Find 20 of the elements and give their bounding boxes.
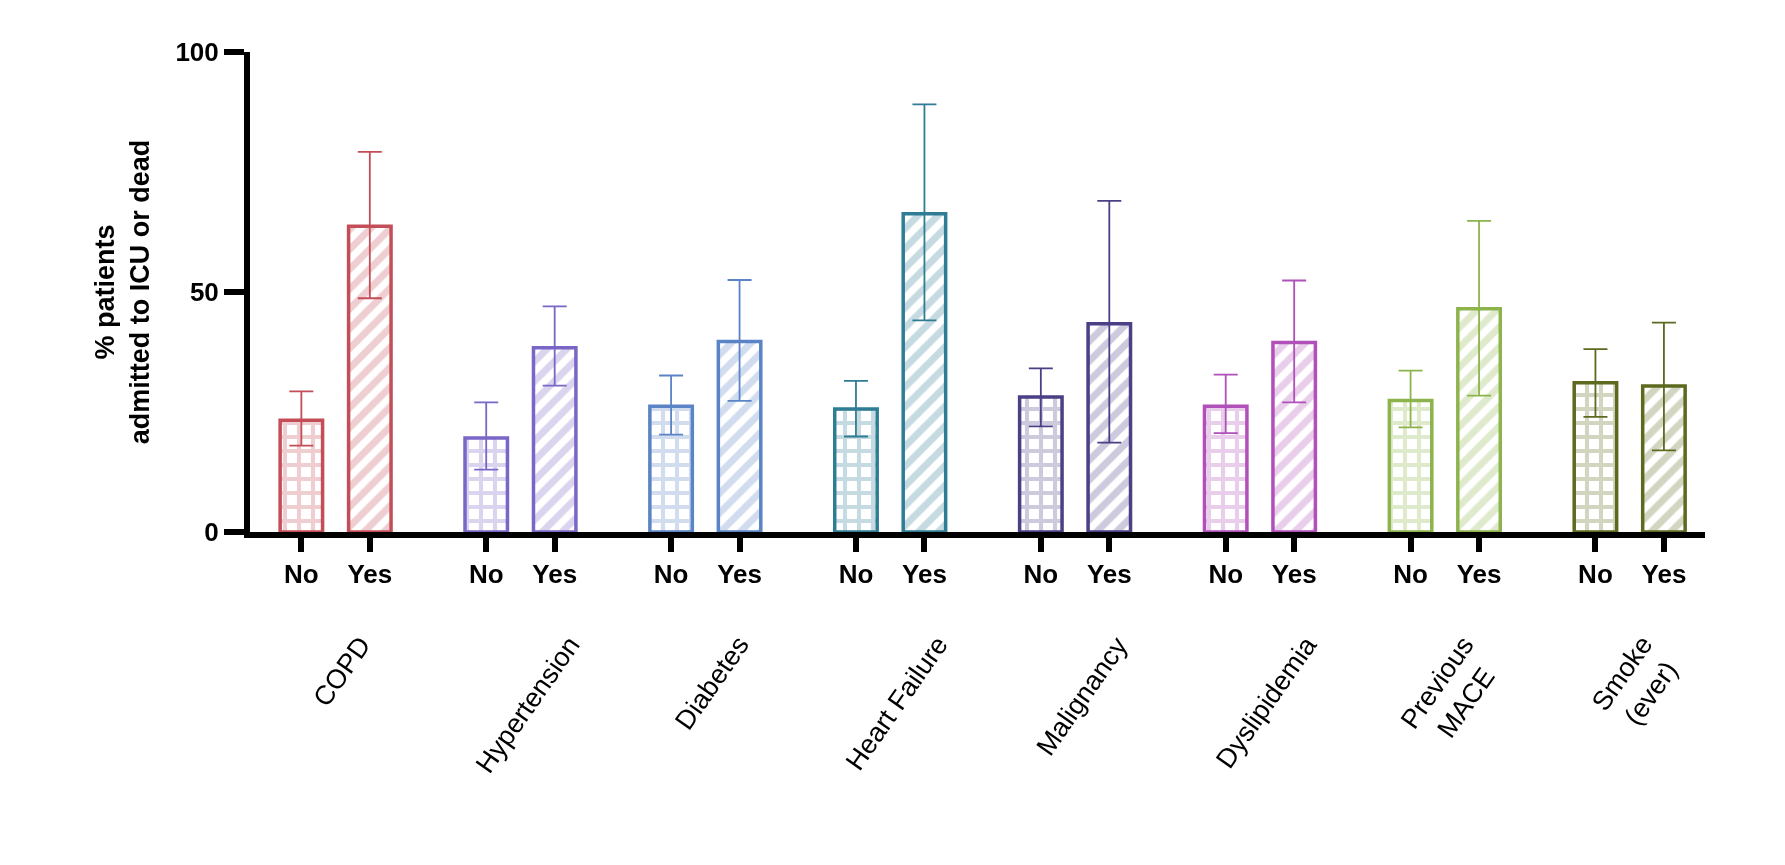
x-tick-label: Yes [532,559,578,590]
y-axis-title: % patients admitted to ICU or dead [89,139,155,445]
x-tick-label: Yes [717,559,762,590]
x-tick-label: Yes [1641,559,1687,590]
x-tick-label: No [838,559,874,590]
x-tick-label: No [1393,559,1428,590]
x-tick-label: No [468,559,504,590]
x-tick-label: Yes [1271,559,1317,590]
x-tick-label: No [284,559,319,590]
x-tick-label: No [653,559,689,590]
x-tick-label: No [1208,559,1244,590]
x-tick-label: Yes [1086,559,1132,590]
x-tick-label: No [1578,559,1613,590]
y-tick-label: 0 [204,517,219,548]
x-tick-label: Yes [902,559,947,590]
x-tick-label: Yes [1456,559,1502,590]
x-tick-label: No [1023,559,1059,590]
x-tick-label: Yes [347,559,393,590]
y-tick-label: 50 [189,277,219,308]
y-tick-label: 100 [175,37,219,68]
